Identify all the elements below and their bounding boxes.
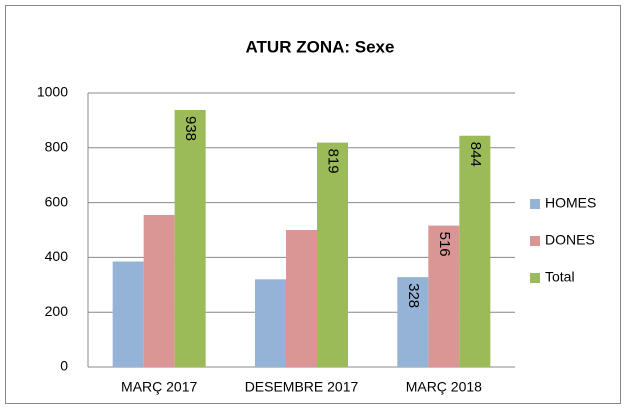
bar — [112, 261, 144, 367]
legend-swatch — [530, 236, 540, 246]
data-label: 328 — [405, 283, 422, 308]
x-tick-label: DESEMBRE 2017 — [245, 379, 359, 395]
legend-label: DONES — [545, 232, 595, 248]
bar — [459, 135, 491, 367]
bar — [255, 279, 286, 367]
y-tick-label: 800 — [45, 139, 69, 155]
data-label: 516 — [436, 232, 453, 257]
y-tick-label: 600 — [45, 193, 69, 209]
y-tick-label: 1000 — [37, 84, 68, 100]
bar — [428, 225, 460, 367]
x-tick-label: MARÇ 2017 — [121, 379, 197, 395]
legend-label: Total — [545, 269, 575, 285]
legend-label: HOMES — [545, 195, 596, 211]
y-tick-label: 0 — [60, 358, 68, 374]
y-tick-label: 200 — [45, 303, 69, 319]
bar — [286, 230, 317, 367]
data-label: 844 — [467, 142, 484, 167]
bar — [397, 277, 429, 367]
data-label: 819 — [325, 149, 342, 174]
bar — [317, 142, 348, 367]
legend-swatch — [530, 199, 540, 209]
x-tick-label: MARÇ 2018 — [406, 379, 482, 395]
chart-title: ATUR ZONA: Sexe — [246, 37, 395, 56]
bar — [174, 109, 206, 367]
bar — [143, 214, 175, 367]
y-tick-label: 400 — [45, 248, 69, 264]
data-label: 938 — [182, 116, 199, 141]
legend-swatch — [530, 273, 540, 283]
